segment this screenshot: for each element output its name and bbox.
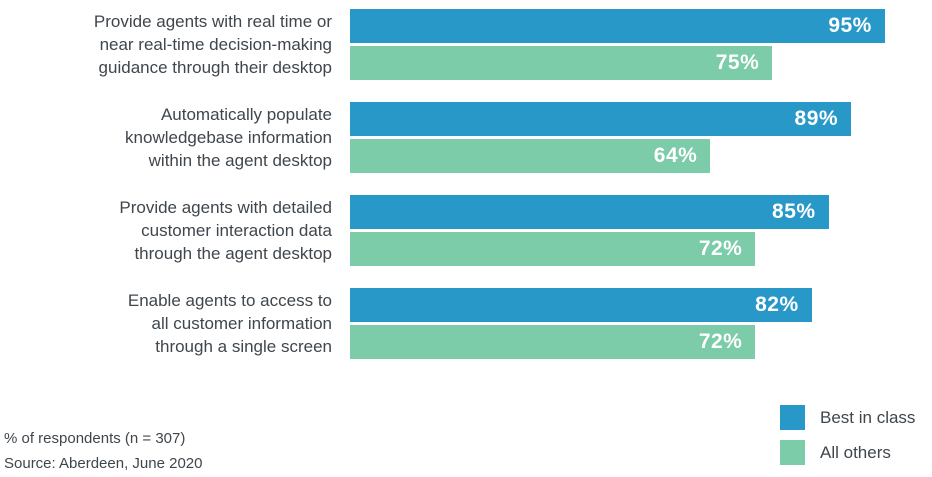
bar-all-others: 72% — [350, 325, 756, 359]
legend-item-all-others: All others — [780, 440, 915, 465]
bar-all-others: 75% — [350, 46, 773, 80]
category-label: Automatically populate knowledgebase inf… — [125, 105, 332, 170]
bar-all-others-value: 72% — [698, 237, 743, 260]
category-label: Enable agents to access to all customer … — [127, 291, 332, 356]
footer-notes: % of respondents (n = 307) Source: Aberd… — [4, 426, 203, 476]
bar-best-in-class: 85% — [350, 195, 829, 229]
legend-swatch — [780, 440, 805, 465]
bar-all-others-value: 64% — [653, 144, 698, 167]
bar-all-others-value: 75% — [715, 51, 760, 74]
bar-best-in-class-value: 95% — [828, 14, 872, 37]
category-label: Provide agents with real time or near re… — [93, 12, 332, 77]
bar-best-in-class-value: 85% — [772, 200, 816, 223]
bar-all-others: 64% — [350, 139, 711, 173]
bar-pair: 85% 72% — [350, 195, 932, 266]
legend: Best in class All others — [780, 405, 915, 475]
source-note: Source: Aberdeen, June 2020 — [4, 455, 203, 472]
bar-best-in-class: 89% — [350, 102, 852, 136]
bar-best-in-class: 95% — [350, 9, 885, 43]
bar-best-in-class-value: 82% — [755, 293, 799, 316]
chart-group: Provide agents with real time or near re… — [0, 9, 932, 80]
bar-pair: 82% 72% — [350, 288, 932, 359]
bar-all-others: 72% — [350, 232, 756, 266]
bar-best-in-class-value: 89% — [794, 107, 839, 130]
legend-label: Best in class — [820, 407, 916, 427]
bar-best-in-class: 82% — [350, 288, 812, 322]
chart-rows: Provide agents with real time or near re… — [0, 9, 932, 381]
legend-swatch — [780, 405, 805, 430]
bar-all-others-value: 72% — [698, 330, 743, 353]
category-label: Provide agents with detailed customer in… — [119, 198, 332, 263]
legend-item-best-in-class: Best in class — [780, 405, 915, 430]
bar-pair: 89% 64% — [350, 102, 932, 173]
legend-label: All others — [820, 442, 891, 462]
chart-group: Provide agents with detailed customer in… — [0, 195, 932, 266]
chart-group: Automatically populate knowledgebase inf… — [0, 102, 932, 173]
chart-group: Enable agents to access to all customer … — [0, 288, 932, 359]
respondents-note: % of respondents (n = 307) — [4, 430, 186, 447]
bar-pair: 95% 75% — [350, 9, 932, 80]
